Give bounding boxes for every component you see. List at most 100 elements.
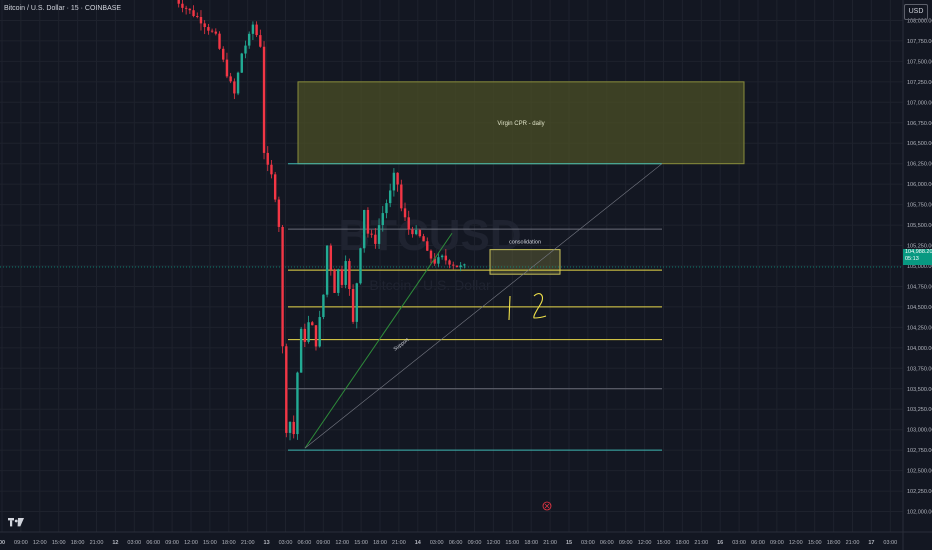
candle-body [314,325,318,347]
candle [333,268,336,293]
candle-body [318,317,321,347]
candle-body [270,164,273,175]
candle-body [199,16,203,24]
time-tick-label: 03:00 [430,540,444,546]
candle-body [329,245,333,270]
candle [210,28,214,33]
time-tick-label: 12:00 [487,540,501,546]
time-tick-label: 09:00 [165,540,179,546]
time-tick-label: 12:00 [789,540,803,546]
currency-button[interactable]: USD [904,4,928,20]
candle [307,315,310,344]
last-price-value: 104,988.20 [905,249,932,255]
price-tick-label: 103,250.00 [907,407,932,413]
candle-body [370,233,373,235]
candle-body [414,230,418,235]
candle [236,71,240,96]
candle [452,261,455,270]
candle-body [285,346,288,433]
candle-body [400,184,403,209]
alert-icon [542,501,552,511]
time-axis[interactable]: 00 09:00 12:00 15:00 18:00 21:00 12 03:00 06:00 0… [0,531,932,546]
candle [288,421,292,441]
price-tick-label: 102,500.00 [907,469,932,475]
candle-body [381,213,384,226]
price-tick-label: 107,000.00 [907,100,932,106]
time-tick-label: 15:00 [505,540,519,546]
candle-body [266,152,269,165]
candle-body [196,16,199,17]
candle-body [203,23,206,28]
time-tick-label: 15:00 [808,540,822,546]
candle [285,343,288,438]
price-tick-label: 104,000.00 [907,346,932,352]
candle-body [177,0,180,4]
price-tick-label: 107,500.00 [907,59,932,65]
price-tick-label: 103,750.00 [907,366,932,372]
time-tick-label: 15:00 [203,540,217,546]
candle-body [292,421,295,435]
candle [437,252,440,267]
candle-body [233,81,236,94]
price-tick-label: 102,750.00 [907,448,932,454]
time-tick-label: 06:00 [449,540,463,546]
candle [296,371,299,440]
time-tick-label: 21:00 [694,540,708,546]
candle-body [225,59,229,77]
candle [392,168,396,197]
price-tick-label: 102,000.00 [907,510,932,516]
support-trendline[interactable] [304,232,453,449]
time-tick-label: 21:00 [543,540,557,546]
candle-body [181,3,184,8]
candle [233,78,236,100]
candle-body [426,241,429,251]
candle-body [377,225,381,244]
candle [240,52,243,74]
time-tick-label: 03:00 [581,540,595,546]
candle-body [344,261,347,285]
candle-body [340,269,344,285]
time-tick-label: 18:00 [827,540,841,546]
alert-icon-mark [544,503,550,509]
price-tick-label: 107,750.00 [907,39,932,45]
candle [329,243,333,276]
candle-body [396,172,399,185]
upper-trendline[interactable] [304,163,663,449]
time-tick-label: 16 [717,540,723,546]
candle [355,282,358,329]
price-axis[interactable]: 102,000.00 102,250.00 102,500.00 102,750.00… [902,0,932,550]
virgin-cpr-zone[interactable] [297,81,745,165]
time-tick-label: 12:00 [638,540,652,546]
time-tick-label: 06:00 [600,540,614,546]
candle-body [255,24,258,36]
candle-body [277,199,281,227]
candle-body [418,230,422,237]
candle [266,146,269,172]
candle [411,226,414,238]
candle [463,263,466,269]
tradingview-logo-icon[interactable] [8,518,24,528]
drawing-zones[interactable]: Virgin CPR - daily consolidation [297,81,745,275]
candle-body [184,7,188,9]
candle [229,72,232,84]
candle-body [259,35,262,47]
candle [418,228,422,238]
candle-body [322,294,325,318]
candle [429,249,433,264]
candle [407,210,410,235]
candle-body [303,328,307,342]
annotations: 12 [508,293,552,511]
virgin-cpr-label: Virgin CPR - daily [497,121,544,127]
price-tick-label: 103,500.00 [907,387,932,393]
candle [348,258,351,296]
candle [277,196,281,232]
candle-body [281,226,284,347]
time-tick-label: 09:00 [468,540,482,546]
candle-body [325,245,329,295]
candle-body [437,257,440,264]
candle-body [403,208,407,218]
candle-body [337,269,340,293]
candle [214,28,218,36]
handwritten-1: 1 [508,295,511,321]
